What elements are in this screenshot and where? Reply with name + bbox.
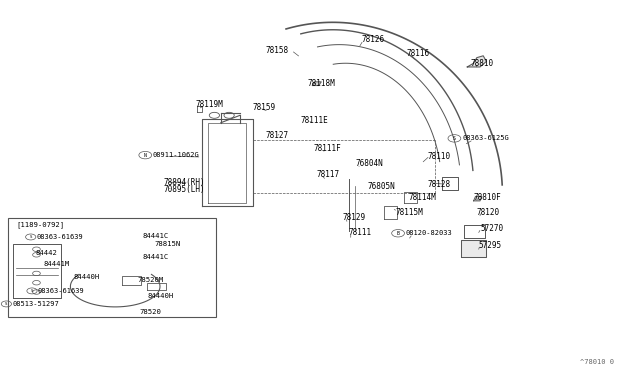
Text: 84440H: 84440H [74,274,100,280]
Polygon shape [474,196,482,201]
Text: 08363-6125G: 08363-6125G [462,135,509,141]
Text: 78111: 78111 [349,228,372,237]
Text: 84442: 84442 [35,250,57,256]
Text: 78520M: 78520M [138,277,164,283]
Text: 08513-51297: 08513-51297 [12,301,59,307]
Text: 78110: 78110 [428,152,451,161]
Text: 78129: 78129 [342,213,365,222]
Text: 84441M: 84441M [44,261,70,267]
Text: 78120: 78120 [477,208,500,217]
Text: 78815N: 78815N [155,241,181,247]
Text: S: S [31,289,33,293]
Text: 78128: 78128 [428,180,451,189]
Text: 78810F: 78810F [474,193,501,202]
Polygon shape [467,56,486,67]
Text: 78111E: 78111E [301,116,328,125]
Text: 84440H: 84440H [147,293,173,299]
Text: 78118M: 78118M [307,79,335,88]
Text: 78894(RH): 78894(RH) [163,178,205,187]
Text: 78116: 78116 [406,49,429,58]
Text: S: S [453,136,456,141]
Text: B: B [397,231,399,236]
Text: 08120-82033: 08120-82033 [406,230,452,236]
Text: 78126: 78126 [362,35,385,44]
Text: 78158: 78158 [266,46,289,55]
Text: 84441C: 84441C [142,233,168,239]
Text: 78114M: 78114M [408,193,436,202]
Text: 84441C: 84441C [142,254,168,260]
Text: 76804N: 76804N [355,159,383,168]
Text: S: S [5,302,8,306]
Bar [8,218,216,317]
Text: 78810: 78810 [470,59,493,68]
Text: 08363-61639: 08363-61639 [36,234,83,240]
Text: S: S [29,235,32,239]
Text: ^78010 0: ^78010 0 [580,359,614,365]
Text: 57295: 57295 [479,241,502,250]
Text: [1189-0792]: [1189-0792] [16,222,64,228]
Text: 78127: 78127 [266,131,289,140]
Polygon shape [312,82,321,86]
Text: 78520: 78520 [140,309,161,315]
Text: 78117: 78117 [317,170,340,179]
Text: 78115M: 78115M [396,208,423,217]
Text: 78119M: 78119M [195,100,223,109]
Text: 08363-61639: 08363-61639 [38,288,84,294]
Text: 70895(LH): 70895(LH) [163,185,205,194]
Polygon shape [461,240,486,257]
Text: 57270: 57270 [480,224,503,233]
Text: 78111F: 78111F [314,144,341,153]
Text: 08911-1062G: 08911-1062G [153,152,200,158]
Text: 78159: 78159 [253,103,276,112]
Text: 76805N: 76805N [368,182,396,190]
Text: N: N [144,153,147,158]
